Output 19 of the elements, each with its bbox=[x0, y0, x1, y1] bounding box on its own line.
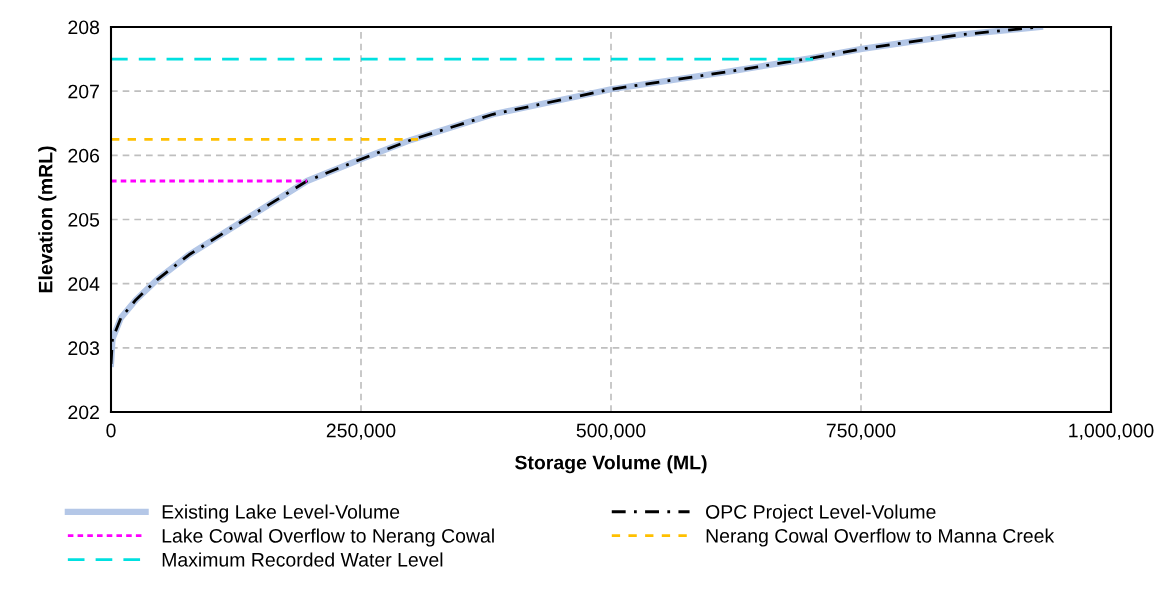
x-tick-label: 0 bbox=[106, 423, 116, 438]
x-tick-label: 1,000,000 bbox=[1069, 423, 1154, 440]
y-axis-title: Elevation (mRL) bbox=[38, 146, 57, 293]
legend-label: OPC Project Level-Volume bbox=[706, 504, 936, 523]
y-tick-label: 203 bbox=[68, 341, 100, 356]
y-tick-label: 202 bbox=[68, 405, 99, 420]
x-axis-title: Storage Volume (ML) bbox=[515, 455, 707, 474]
legend-label: Maximum Recorded Water Level bbox=[162, 552, 443, 567]
y-tick-label: 204 bbox=[68, 277, 100, 291]
y-tick-label: 207 bbox=[68, 84, 99, 99]
legend-label: Existing Lake Level-Volume bbox=[162, 504, 400, 523]
y-tick-label: 206 bbox=[68, 148, 100, 163]
x-tick-label: 250,000 bbox=[326, 423, 396, 440]
x-tick-label: 500,000 bbox=[576, 423, 646, 440]
y-tick-label: 205 bbox=[68, 212, 100, 227]
legend-label: Nerang Cowal Overflow to Manna Creek bbox=[706, 528, 1055, 547]
y-tick-label: 208 bbox=[68, 20, 100, 35]
x-tick-label: 750,000 bbox=[826, 423, 896, 440]
legend-label: Lake Cowal Overflow to Nerang Cowal bbox=[162, 528, 494, 547]
